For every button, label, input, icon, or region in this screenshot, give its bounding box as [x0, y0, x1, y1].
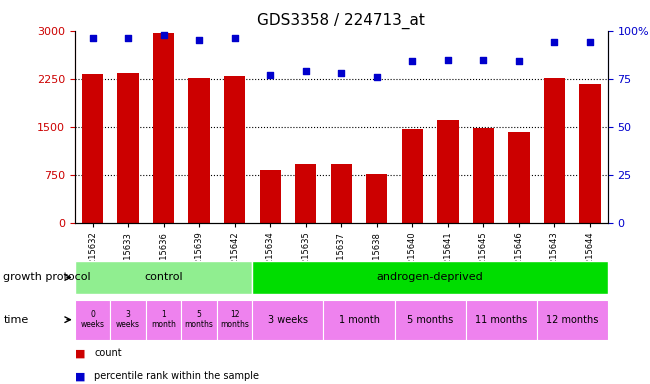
Text: count: count [94, 348, 122, 358]
Bar [252, 261, 608, 294]
Bar [224, 76, 245, 223]
Bar [324, 300, 395, 340]
Bar [217, 300, 252, 340]
Text: 3 weeks: 3 weeks [268, 314, 308, 325]
Bar [331, 164, 352, 223]
Text: 12 months: 12 months [546, 314, 599, 325]
Text: 1
month: 1 month [151, 310, 176, 329]
Bar [111, 300, 146, 340]
Bar [508, 132, 530, 223]
Bar [153, 33, 174, 223]
Point [229, 35, 240, 41]
Bar [473, 128, 494, 223]
Text: 0
weeks: 0 weeks [81, 310, 105, 329]
Bar [252, 300, 324, 340]
Point [265, 72, 276, 78]
Bar [118, 73, 138, 223]
Bar [181, 300, 217, 340]
Point [123, 35, 133, 41]
Point [372, 74, 382, 80]
Bar [295, 164, 317, 223]
Text: ■: ■ [75, 348, 85, 358]
Bar [395, 300, 465, 340]
Title: GDS3358 / 224713_at: GDS3358 / 224713_at [257, 13, 425, 29]
Point [159, 31, 169, 38]
Bar [146, 300, 181, 340]
Bar [579, 84, 601, 223]
Bar [537, 300, 608, 340]
Bar [259, 170, 281, 223]
Bar [366, 174, 387, 223]
Bar [402, 129, 423, 223]
Text: time: time [3, 314, 29, 325]
Bar [465, 300, 537, 340]
Text: 11 months: 11 months [475, 314, 527, 325]
Point [87, 35, 98, 41]
Text: control: control [144, 272, 183, 283]
Point [585, 39, 595, 45]
Text: 12
months: 12 months [220, 310, 249, 329]
Bar [188, 78, 210, 223]
Bar [82, 74, 103, 223]
Text: androgen-deprived: androgen-deprived [377, 272, 484, 283]
Text: ■: ■ [75, 371, 85, 381]
Point [194, 37, 204, 43]
Point [300, 68, 311, 74]
Text: 1 month: 1 month [339, 314, 380, 325]
Bar [437, 120, 458, 223]
Bar [75, 261, 252, 294]
Point [443, 56, 453, 63]
Point [478, 56, 489, 63]
Bar [75, 300, 110, 340]
Point [514, 58, 524, 65]
Text: 3
weeks: 3 weeks [116, 310, 140, 329]
Point [336, 70, 346, 76]
Point [549, 39, 560, 45]
Text: growth protocol: growth protocol [3, 272, 91, 283]
Text: 5
months: 5 months [185, 310, 214, 329]
Bar [544, 78, 565, 223]
Text: percentile rank within the sample: percentile rank within the sample [94, 371, 259, 381]
Point [407, 58, 417, 65]
Text: 5 months: 5 months [407, 314, 453, 325]
